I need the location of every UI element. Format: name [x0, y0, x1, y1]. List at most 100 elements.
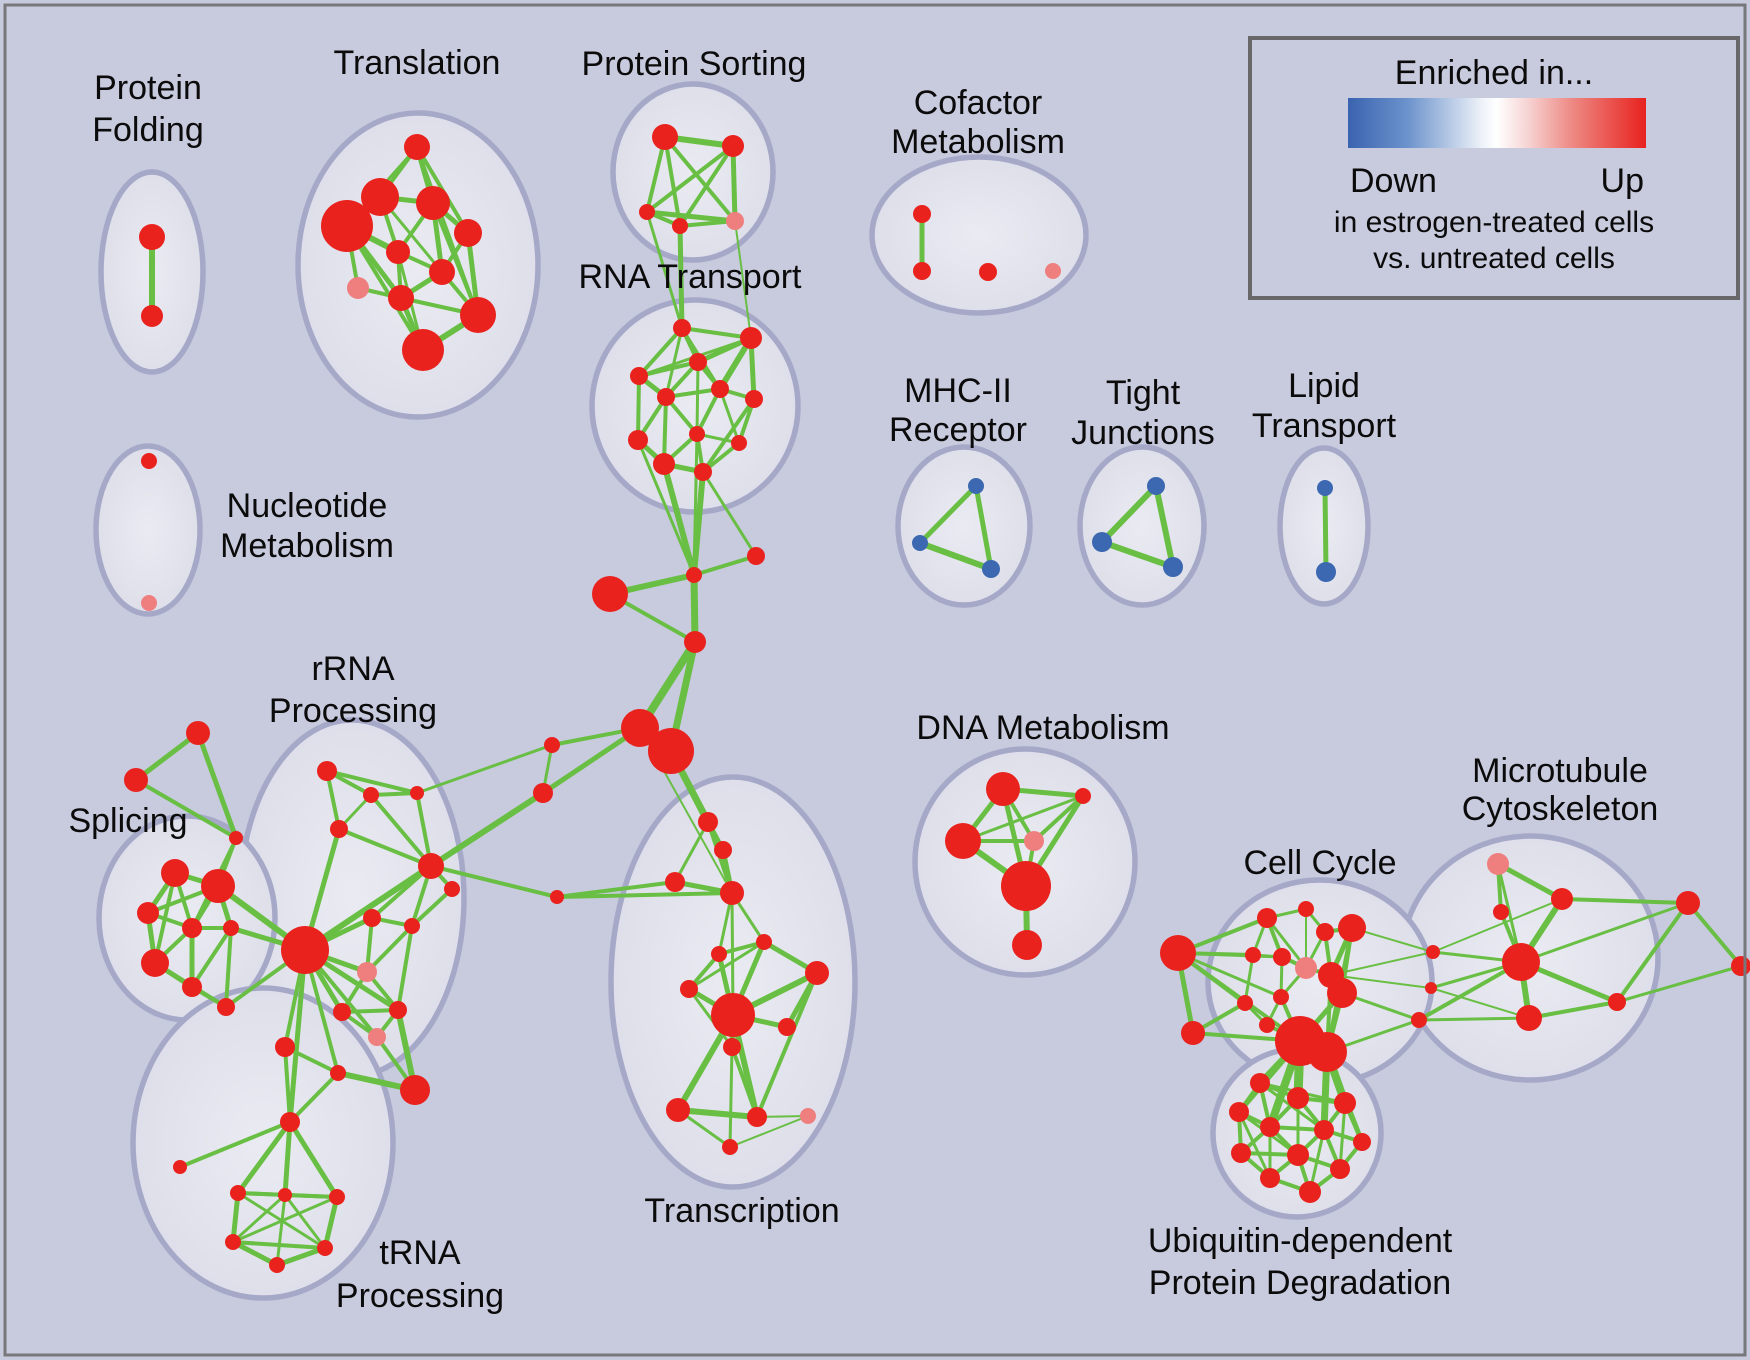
cluster-label-dna-metabolism-0: DNA Metabolism	[916, 709, 1169, 747]
cluster-label-tight-junctions-1: Junctions	[1071, 414, 1215, 452]
gene-set-node-t10	[460, 297, 496, 333]
gene-set-node-u10	[711, 993, 755, 1037]
edge-m2-n1	[288, 1071, 340, 1124]
edge-u1-u3	[673, 820, 710, 884]
edge-u9-u12	[687, 987, 734, 1049]
gene-set-node-r11	[653, 453, 675, 475]
edge-cn1-u3	[555, 880, 677, 899]
gene-set-node-w1	[1426, 945, 1440, 959]
cluster-label-transcription-0: Transcription	[644, 1192, 839, 1230]
gene-set-node-k11	[1327, 978, 1357, 1008]
edge-r3-r4	[637, 360, 700, 378]
gene-set-node-d5	[1001, 861, 1051, 911]
gene-set-node-b6	[1314, 1120, 1334, 1140]
gene-set-node-r7	[745, 390, 763, 408]
gene-set-node-w4	[1487, 853, 1509, 875]
legend-down-label: Down	[1350, 162, 1437, 200]
edge-n4-n7	[283, 1193, 327, 1250]
gene-set-node-sp5	[223, 920, 239, 936]
edge-x1-x4	[690, 571, 699, 646]
gene-set-node-d1	[986, 772, 1020, 806]
gene-set-node-h2	[648, 728, 694, 774]
edge-n1-n4	[282, 1119, 293, 1198]
edge-d2-d3	[961, 794, 1085, 843]
gene-set-node-b11	[1260, 1168, 1280, 1188]
gene-set-node-n3	[230, 1185, 246, 1201]
gene-set-node-d4	[1024, 831, 1044, 851]
cluster-label-microtubule-cytoskeleton-1: Cytoskeleton	[1462, 790, 1659, 828]
cluster-ellipse-trna-processing	[130, 985, 396, 1301]
edge-n5-n6	[231, 1195, 339, 1244]
edge-t3-t10	[431, 201, 480, 317]
gene-set-node-u16	[722, 1139, 738, 1155]
gene-set-node-t6	[386, 240, 410, 264]
gene-set-node-n7	[317, 1240, 333, 1256]
gene-set-node-v3	[229, 831, 243, 845]
gene-set-node-sp6	[141, 949, 169, 977]
gene-set-node-u13	[666, 1098, 690, 1122]
gene-set-node-u1	[698, 812, 718, 832]
gene-set-node-t7	[429, 259, 455, 285]
gene-set-node-p1	[652, 124, 678, 150]
gene-set-node-k9	[1295, 957, 1317, 979]
legend-gradient-bar	[1348, 98, 1646, 148]
edge-v2-v3	[134, 778, 238, 840]
gene-set-node-w3	[1411, 1012, 1427, 1028]
gene-set-node-c3	[979, 263, 997, 281]
edge-k10-w2	[1330, 974, 1432, 989]
edge-r5-r6	[664, 387, 722, 399]
gene-set-node-nm2	[141, 595, 157, 611]
gene-set-node-p4	[672, 218, 688, 234]
gene-set-node-b10	[1330, 1159, 1350, 1179]
cluster-label-protein-folding-1: Folding	[92, 111, 204, 149]
gene-set-node-d3	[945, 823, 981, 859]
gene-set-node-u9	[680, 980, 698, 998]
gene-set-node-r4	[630, 367, 648, 385]
edge-mh1-mh2	[917, 483, 979, 546]
cluster-label-microtubule-cytoskeleton-0: Microtubule	[1472, 752, 1648, 790]
edge-n4-n8	[275, 1193, 287, 1267]
edge-b4-b11	[1237, 1110, 1272, 1180]
edge-r6-r11	[662, 395, 668, 466]
edge-p5-r2	[734, 220, 752, 339]
legend-up-label: Up	[1601, 162, 1644, 200]
legend-subline-1: in estrogen-treated cells	[1334, 206, 1654, 239]
edge-r8-x1	[692, 432, 699, 577]
gene-set-node-r8	[689, 426, 705, 442]
gene-set-node-h1	[621, 709, 659, 747]
cluster-label-trna-processing-1: Processing	[336, 1277, 504, 1315]
gene-set-node-k5	[1316, 923, 1334, 941]
edge-p2-p5	[730, 143, 738, 224]
cluster-label-trna-processing-0: tRNA	[379, 1234, 461, 1272]
edge-r3-r8	[695, 360, 700, 436]
gene-set-node-mh2	[912, 535, 928, 551]
edge-g5-g7	[370, 864, 433, 920]
gene-set-node-u3	[665, 872, 685, 892]
cluster-label-protein-folding-0: Protein	[94, 69, 202, 107]
cluster-label-protein-sorting-0: Protein Sorting	[582, 45, 807, 83]
legend-box	[1248, 36, 1740, 300]
gene-set-node-b2	[1287, 1087, 1309, 1109]
edge-k7-k12	[1243, 953, 1255, 1005]
gene-set-node-sp4	[182, 918, 202, 938]
gene-set-node-p2	[722, 135, 744, 157]
gene-set-node-b4	[1229, 1102, 1249, 1122]
gene-set-node-t4	[321, 200, 373, 252]
gene-set-node-p3	[639, 204, 655, 220]
gene-set-node-b7	[1353, 1133, 1371, 1151]
cluster-ellipse-nucleotide-metabolism	[93, 443, 203, 617]
gene-set-node-pf2	[141, 305, 163, 327]
edge-sp5-sp7	[190, 926, 233, 989]
edge-m1-n1	[283, 1045, 292, 1124]
gene-set-node-r12	[694, 463, 712, 481]
edge-u12-u16	[728, 1045, 734, 1149]
edge-u6-u9	[687, 940, 766, 991]
gene-set-node-r5	[711, 380, 729, 398]
edge-r4-r9	[636, 374, 641, 442]
gene-set-node-b5	[1260, 1117, 1280, 1137]
edge-g1-g3	[325, 769, 419, 795]
gene-set-node-u4	[720, 881, 744, 905]
gene-set-node-s2	[533, 783, 553, 803]
legend-subline-2: vs. untreated cells	[1373, 242, 1615, 275]
gene-set-node-u2	[714, 841, 732, 859]
